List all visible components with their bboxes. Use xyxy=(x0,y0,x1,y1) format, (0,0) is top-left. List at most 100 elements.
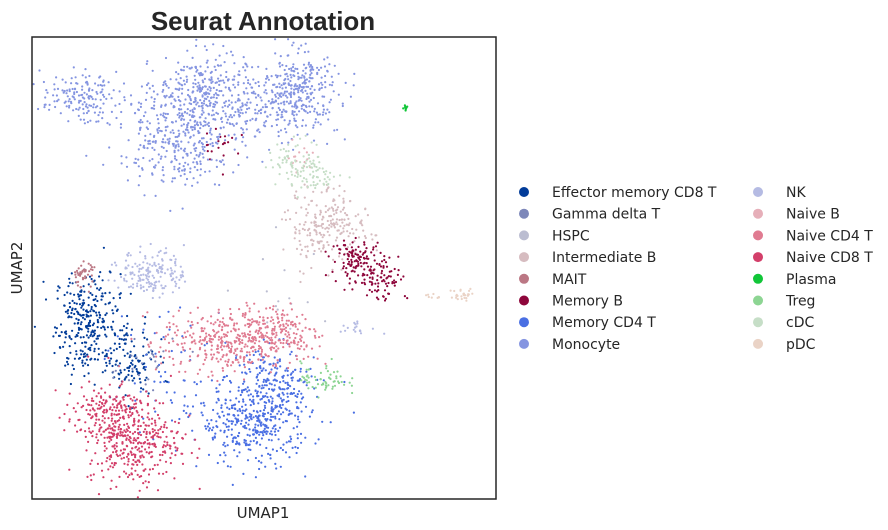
data-point xyxy=(468,289,471,292)
data-point xyxy=(73,312,76,316)
data-point xyxy=(357,274,360,277)
data-point xyxy=(63,293,66,297)
data-point xyxy=(170,419,174,422)
data-point xyxy=(149,341,152,344)
data-point xyxy=(301,375,304,378)
data-point xyxy=(193,381,196,384)
data-point xyxy=(99,75,102,78)
data-point xyxy=(351,269,354,272)
legend-marker xyxy=(519,230,529,241)
data-point xyxy=(372,246,375,249)
data-point xyxy=(329,373,332,376)
data-point xyxy=(162,350,165,353)
data-point xyxy=(123,277,126,280)
data-point xyxy=(203,404,206,407)
data-point xyxy=(321,334,324,337)
data-point xyxy=(281,87,284,90)
data-point xyxy=(322,170,325,174)
data-point xyxy=(271,329,274,332)
data-point xyxy=(151,296,154,300)
data-point xyxy=(172,340,175,343)
data-point xyxy=(241,412,244,415)
data-point xyxy=(242,56,245,59)
data-point xyxy=(471,292,474,295)
data-point xyxy=(279,388,282,391)
data-point xyxy=(256,129,259,132)
legend-item: NK xyxy=(753,185,806,201)
data-point xyxy=(226,331,229,334)
data-point xyxy=(261,431,264,434)
data-point xyxy=(242,90,245,94)
legend-label: Treg xyxy=(785,294,815,310)
data-point xyxy=(300,76,303,79)
data-point xyxy=(91,430,94,433)
data-point xyxy=(290,87,293,90)
data-point xyxy=(114,104,117,107)
data-point xyxy=(207,375,210,378)
data-point xyxy=(338,218,341,222)
data-point xyxy=(296,425,299,428)
data-point xyxy=(307,153,310,156)
data-point xyxy=(139,274,143,277)
data-point xyxy=(53,326,57,329)
data-point xyxy=(206,88,209,91)
data-point xyxy=(137,101,140,104)
data-point xyxy=(87,330,90,333)
data-point xyxy=(393,279,396,282)
data-point xyxy=(230,350,233,353)
data-point xyxy=(227,360,230,363)
data-point xyxy=(169,275,173,278)
data-point xyxy=(333,64,336,67)
data-point xyxy=(72,66,75,69)
data-point xyxy=(66,363,70,366)
data-point xyxy=(152,276,156,279)
data-point xyxy=(145,430,148,433)
data-point xyxy=(363,283,367,286)
data-point xyxy=(196,321,199,325)
data-point xyxy=(344,212,347,215)
data-point xyxy=(170,269,173,272)
data-point xyxy=(111,427,114,430)
data-point xyxy=(346,230,349,233)
data-point xyxy=(130,337,133,340)
data-point xyxy=(147,378,150,381)
data-point xyxy=(158,453,162,456)
data-point xyxy=(119,384,122,387)
data-point xyxy=(158,363,161,366)
data-point xyxy=(299,360,302,363)
data-point xyxy=(363,235,367,238)
data-point xyxy=(93,279,96,282)
data-point xyxy=(162,450,165,453)
data-point xyxy=(246,304,249,307)
data-point xyxy=(101,415,104,418)
data-point xyxy=(287,102,291,105)
data-point xyxy=(254,389,257,392)
data-point xyxy=(343,224,346,227)
data-point xyxy=(264,465,267,468)
data-point xyxy=(291,65,295,69)
data-point xyxy=(167,86,170,89)
data-point xyxy=(215,331,218,334)
data-point xyxy=(237,110,240,113)
data-point xyxy=(181,346,184,349)
data-point xyxy=(343,288,346,291)
data-point xyxy=(237,389,240,392)
data-point xyxy=(170,401,174,404)
data-point xyxy=(183,111,186,114)
data-point xyxy=(348,260,351,263)
data-point xyxy=(246,101,249,104)
data-point xyxy=(281,64,284,67)
data-point xyxy=(170,430,173,433)
data-point xyxy=(215,88,218,92)
data-point xyxy=(144,257,147,260)
data-point xyxy=(209,322,213,325)
data-point xyxy=(99,107,102,110)
data-point xyxy=(195,154,198,157)
data-point xyxy=(264,379,267,382)
data-point xyxy=(288,122,291,125)
data-point xyxy=(271,107,274,110)
data-point xyxy=(314,229,317,232)
data-point xyxy=(181,156,185,159)
data-point xyxy=(111,428,114,431)
data-point xyxy=(68,392,71,395)
